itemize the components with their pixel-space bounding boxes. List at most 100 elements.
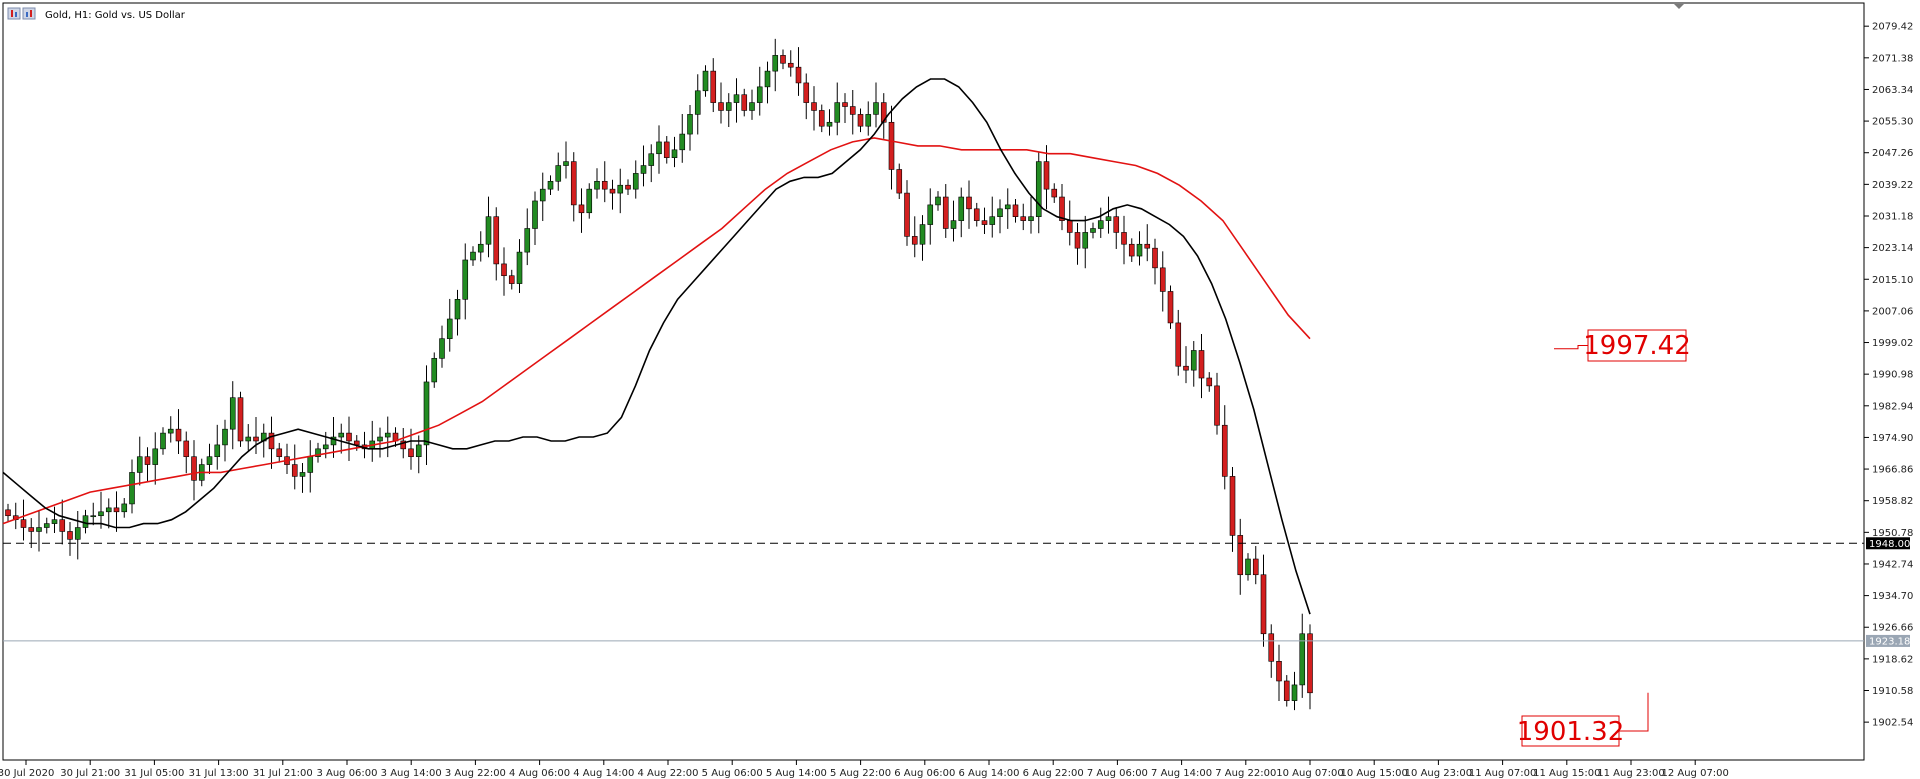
- candle-body: [834, 102, 841, 123]
- y-tick-label: 2063.34: [1872, 85, 1913, 96]
- candle: [253, 416, 259, 454]
- candle: [710, 58, 717, 113]
- candle: [462, 243, 469, 320]
- y-tick-label: 2047.26: [1872, 148, 1913, 159]
- candle: [702, 65, 709, 97]
- x-tick-label: 10 Aug 07:00: [1276, 768, 1343, 779]
- candle-body: [113, 507, 120, 513]
- candle-body: [144, 456, 151, 465]
- candle-body: [1229, 476, 1236, 536]
- candle-body: [764, 70, 771, 88]
- candle-body: [501, 263, 507, 277]
- candle: [1051, 183, 1058, 203]
- candle-body: [663, 141, 670, 158]
- candle-body: [1283, 680, 1290, 701]
- candle: [594, 168, 600, 199]
- candle: [59, 499, 66, 545]
- candle-body: [989, 216, 996, 225]
- candle: [1198, 333, 1205, 399]
- candle: [1121, 215, 1127, 265]
- candle: [493, 207, 500, 281]
- x-tick-label: 11 Aug 23:00: [1597, 768, 1664, 779]
- y-tick-label: 1966.86: [1872, 465, 1913, 476]
- candle-body: [942, 196, 949, 229]
- x-tick-label: 10 Aug 15:00: [1340, 768, 1407, 779]
- y-tick-label: 1910.58: [1872, 686, 1913, 697]
- candle: [601, 161, 608, 203]
- candle-body: [1276, 661, 1282, 682]
- candle: [206, 443, 213, 475]
- candle-body: [601, 180, 608, 190]
- chart-shift-marker-icon[interactable]: [1674, 4, 1684, 9]
- plot-frame: [2, 2, 1865, 761]
- candle: [1190, 341, 1197, 387]
- y-tick-label: 2039.22: [1872, 180, 1913, 191]
- candle-body: [160, 432, 166, 450]
- candle-body: [384, 432, 391, 438]
- candle: [160, 427, 166, 455]
- candle: [1128, 238, 1135, 262]
- candle-body: [28, 527, 35, 532]
- x-tick-label: 10 Aug 23:00: [1405, 768, 1472, 779]
- candle-body: [888, 121, 895, 170]
- candle: [51, 506, 58, 534]
- candle: [1035, 152, 1042, 234]
- candle: [966, 180, 972, 229]
- y-tick-label: 1902.54: [1872, 718, 1913, 729]
- x-tick-label: 11 Aug 07:00: [1469, 768, 1536, 779]
- candle: [896, 163, 903, 199]
- candle-body: [973, 208, 980, 221]
- candle-body: [1121, 232, 1127, 245]
- candle: [1291, 671, 1298, 711]
- candle-body: [1214, 385, 1220, 426]
- candle-body: [477, 243, 484, 253]
- candle-body: [276, 448, 283, 458]
- candle-body: [206, 456, 213, 465]
- candle: [780, 49, 786, 70]
- candle: [167, 416, 174, 443]
- x-tick-label: 7 Aug 22:00: [1215, 768, 1276, 779]
- candle: [1299, 613, 1306, 698]
- candle-body: [795, 66, 802, 84]
- candle-body: [927, 204, 934, 225]
- candle-body: [640, 165, 647, 174]
- candle-body: [299, 472, 306, 477]
- candle: [865, 101, 872, 136]
- candle-body: [547, 180, 554, 190]
- candle-body: [338, 432, 345, 438]
- callout-high-box[interactable]: [1587, 329, 1687, 362]
- candle-body: [1268, 633, 1275, 662]
- candle-body: [1198, 350, 1205, 379]
- candle: [423, 365, 430, 465]
- candle-body: [919, 224, 926, 245]
- candle: [229, 381, 236, 450]
- candle-body: [803, 82, 810, 103]
- candle: [346, 416, 352, 462]
- callout-high-label: 1997.42: [1583, 331, 1691, 361]
- candle: [268, 416, 275, 469]
- candle: [1020, 203, 1027, 231]
- dashed-level-price-tag: [1866, 537, 1910, 550]
- x-tick-label: 4 Aug 06:00: [509, 768, 570, 779]
- candle: [144, 447, 151, 482]
- candle-body: [1299, 633, 1306, 686]
- candle: [849, 90, 856, 135]
- candle: [485, 196, 492, 258]
- candle: [973, 202, 980, 227]
- chart-window-icon: [7, 7, 36, 20]
- candle-body: [51, 519, 58, 524]
- candle-body: [811, 102, 817, 111]
- callout-low-box[interactable]: [1521, 715, 1620, 747]
- candle: [1167, 285, 1174, 329]
- candle-body: [253, 436, 259, 442]
- candle-body: [718, 102, 724, 111]
- candle-body: [1028, 216, 1034, 221]
- candle: [942, 184, 949, 238]
- candle: [1105, 196, 1112, 234]
- candle-body: [1190, 350, 1197, 371]
- candle-body: [849, 106, 856, 115]
- candle: [1090, 222, 1096, 239]
- candle: [857, 108, 864, 133]
